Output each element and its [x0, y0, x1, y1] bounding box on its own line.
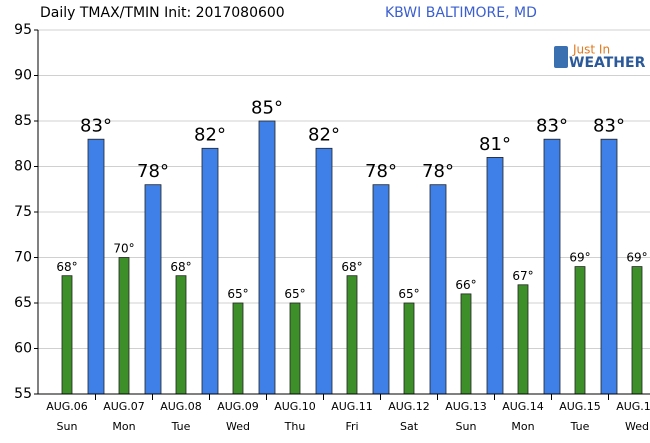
- x-tick-label: AUG.12: [388, 400, 430, 413]
- value-label: 81°: [479, 134, 511, 155]
- bar: [175, 275, 187, 395]
- bar: [543, 138, 561, 395]
- value-label: 82°: [308, 125, 340, 146]
- chart-title: Daily TMAX/TMIN Init: 2017080600: [40, 5, 285, 21]
- value-label: 65°: [398, 287, 419, 301]
- y-tick-label: 85: [14, 113, 32, 129]
- logo: Just In WEATHER: [554, 43, 646, 71]
- y-tick-label: 55: [14, 386, 32, 402]
- day-label: Sat: [400, 420, 419, 433]
- value-label: 70°: [113, 242, 134, 256]
- value-label: 68°: [56, 260, 77, 274]
- day-label: Wed: [226, 420, 250, 433]
- day-label: Mon: [511, 420, 534, 433]
- x-tick-label: AUG.10: [274, 400, 316, 413]
- day-label: Mon: [112, 420, 135, 433]
- value-label: 85°: [251, 97, 283, 118]
- x-tick-label: AUG.06: [46, 400, 88, 413]
- value-label: 65°: [284, 287, 305, 301]
- bar: [486, 156, 504, 395]
- day-label: Tue: [570, 420, 590, 433]
- day-label: Fri: [345, 420, 358, 433]
- y-tick-label: 70: [14, 250, 32, 266]
- value-label: 83°: [536, 116, 568, 137]
- bar: [346, 275, 358, 395]
- y-tick-label: 65: [14, 295, 32, 311]
- bar: [600, 138, 618, 395]
- bar: [372, 184, 390, 395]
- bar: [87, 138, 105, 395]
- logo-icon: [554, 46, 568, 68]
- value-label: 69°: [626, 251, 647, 265]
- y-tick-label: 75: [14, 204, 32, 220]
- value-label: 83°: [80, 116, 112, 137]
- bar: [61, 275, 73, 395]
- logo-text: Just In: [572, 43, 610, 57]
- value-label: 82°: [194, 125, 226, 146]
- value-label: 66°: [455, 278, 476, 292]
- value-label: 78°: [422, 161, 454, 182]
- value-label: 67°: [512, 269, 533, 283]
- day-label: Sun: [456, 420, 477, 433]
- bar: [403, 302, 415, 395]
- value-label: 69°: [569, 251, 590, 265]
- day-label: Sun: [57, 420, 78, 433]
- bar: [631, 266, 643, 395]
- bar: [315, 147, 333, 395]
- value-label: 65°: [227, 287, 248, 301]
- bar: [258, 120, 276, 395]
- y-tick-label: 90: [14, 68, 32, 84]
- x-tick-label: AUG.09: [217, 400, 259, 413]
- day-label: Tue: [171, 420, 191, 433]
- x-tick-label: AUG.07: [103, 400, 145, 413]
- bar: [144, 184, 162, 395]
- value-label: 78°: [137, 161, 169, 182]
- logo-text: WEATHER: [569, 55, 646, 71]
- bar: [574, 266, 586, 395]
- x-tick-label: AUG.13: [445, 400, 487, 413]
- x-tick-label: AUG.11: [331, 400, 373, 413]
- x-tick-label: AUG.08: [160, 400, 202, 413]
- x-tick-label: AUG.14: [502, 400, 544, 413]
- value-label: 68°: [341, 260, 362, 274]
- bar: [517, 284, 529, 395]
- bar: [429, 184, 447, 395]
- y-tick-label: 60: [14, 341, 32, 357]
- chart-subtitle: KBWI BALTIMORE, MD: [385, 5, 537, 21]
- x-tick-label: AUG.16: [616, 400, 650, 413]
- value-label: 68°: [170, 260, 191, 274]
- value-label: 78°: [365, 161, 397, 182]
- day-label: Wed: [625, 420, 649, 433]
- y-tick-label: 80: [14, 159, 32, 175]
- y-tick-label: 95: [14, 22, 32, 38]
- x-tick-label: AUG.15: [559, 400, 601, 413]
- bar: [289, 302, 301, 395]
- value-label: 83°: [593, 116, 625, 137]
- bar: [460, 293, 472, 395]
- bar: [118, 257, 130, 395]
- day-label: Thu: [284, 420, 306, 433]
- bar: [201, 147, 219, 395]
- bar: [232, 302, 244, 395]
